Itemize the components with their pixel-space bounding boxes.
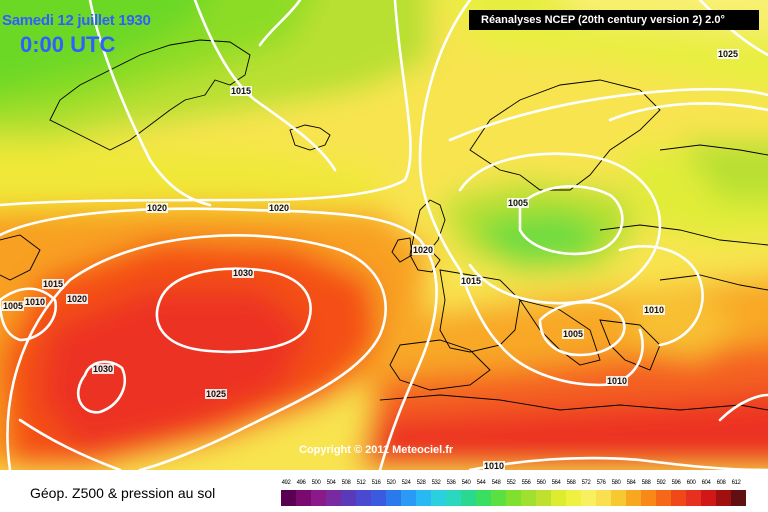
isobar-label: 1010 — [24, 297, 47, 307]
legend-value-608: 608 — [716, 480, 726, 486]
legend-swatch-568 — [566, 490, 581, 506]
isobar-label: 1015 — [230, 86, 253, 96]
legend-swatch-504 — [326, 490, 341, 506]
legend-swatch-532 — [431, 490, 446, 506]
isobar-label: 1005 — [507, 198, 530, 208]
legend-value-540: 540 — [461, 480, 471, 486]
legend-swatch-508 — [341, 490, 356, 506]
legend-value-536: 536 — [446, 480, 456, 486]
source-label: Réanalyses NCEP (20th century version 2)… — [469, 10, 759, 30]
legend-swatch-612 — [731, 490, 746, 506]
legend-swatch-528 — [416, 490, 431, 506]
isobar-label: 1005 — [2, 301, 25, 311]
legend-swatch-596 — [671, 490, 686, 506]
legend-swatch-564 — [551, 490, 566, 506]
isobar-label: 1005 — [562, 329, 585, 339]
legend-value-576: 576 — [596, 480, 606, 486]
legend-swatch-536 — [446, 490, 461, 506]
isobar-label: 1025 — [717, 49, 740, 59]
legend-swatch-520 — [386, 490, 401, 506]
legend-swatch-540 — [461, 490, 476, 506]
legend-value-508: 508 — [341, 480, 351, 486]
legend-value-520: 520 — [386, 480, 396, 486]
legend-value-552: 552 — [506, 480, 516, 486]
legend-swatch-552 — [506, 490, 521, 506]
legend-value-572: 572 — [581, 480, 591, 486]
legend-title: Géop. Z500 & pression au sol — [30, 485, 216, 501]
legend-swatch-548 — [491, 490, 506, 506]
legend-value-528: 528 — [416, 480, 426, 486]
copyright-label: Copyright © 2011 Meteociel.fr — [299, 444, 454, 456]
geopotential-map — [0, 0, 768, 470]
legend-value-532: 532 — [431, 480, 441, 486]
map-time-title: 0:00 UTC — [20, 32, 116, 57]
isobar-label: 1010 — [643, 305, 666, 315]
legend-value-612: 612 — [731, 480, 741, 486]
legend-value-588: 588 — [641, 480, 651, 486]
legend-value-492: 492 — [281, 480, 291, 486]
legend-value-580: 580 — [611, 480, 621, 486]
legend-value-504: 504 — [326, 480, 336, 486]
legend-value-560: 560 — [536, 480, 546, 486]
legend-swatch-584 — [626, 490, 641, 506]
coastlines — [0, 39, 768, 411]
legend-value-584: 584 — [626, 480, 636, 486]
isobar-label: 1020 — [66, 294, 89, 304]
legend-swatch-524 — [401, 490, 416, 506]
isobar-label: 1015 — [460, 276, 483, 286]
legend-value-596: 596 — [671, 480, 681, 486]
legend-value-568: 568 — [566, 480, 576, 486]
legend-value-496: 496 — [296, 480, 306, 486]
legend-swatch-496 — [296, 490, 311, 506]
legend-value-556: 556 — [521, 480, 531, 486]
isobar-label: 1010 — [606, 376, 629, 386]
color-scale-legend: 492 496 500 504 508 512 516 520 524 528 532 536 540 5… — [281, 480, 751, 508]
isobar-label: 1020 — [412, 245, 435, 255]
legend-value-512: 512 — [356, 480, 366, 486]
legend-swatch-512 — [356, 490, 371, 506]
legend-value-592: 592 — [656, 480, 666, 486]
isobars — [0, 0, 768, 470]
legend-value-544: 544 — [476, 480, 486, 486]
isobar-label: 1030 — [232, 268, 255, 278]
isobar-label: 1015 — [42, 279, 65, 289]
legend-swatch-592 — [656, 490, 671, 506]
legend-swatch-544 — [476, 490, 491, 506]
legend-swatch-500 — [311, 490, 326, 506]
legend-swatch-572 — [581, 490, 596, 506]
legend-value-548: 548 — [491, 480, 501, 486]
map-date-title: Samedi 12 juillet 1930 — [2, 12, 151, 29]
legend-value-600: 600 — [686, 480, 696, 486]
legend-swatch-580 — [611, 490, 626, 506]
legend-value-516: 516 — [371, 480, 381, 486]
legend-swatch-576 — [596, 490, 611, 506]
legend-value-604: 604 — [701, 480, 711, 486]
isobar-label: 1030 — [92, 364, 115, 374]
legend-swatch-560 — [536, 490, 551, 506]
legend-swatch-556 — [521, 490, 536, 506]
legend-value-500: 500 — [311, 480, 321, 486]
legend-value-524: 524 — [401, 480, 411, 486]
legend-swatch-588 — [641, 490, 656, 506]
legend-swatch-600 — [686, 490, 701, 506]
isobar-label: 1010 — [483, 461, 506, 471]
legend-swatch-604 — [701, 490, 716, 506]
isobar-label: 1025 — [205, 389, 228, 399]
legend-swatch-492 — [281, 490, 296, 506]
legend-swatch-516 — [371, 490, 386, 506]
isobar-label: 1020 — [268, 203, 291, 213]
legend-swatch-608 — [716, 490, 731, 506]
isobar-label: 1020 — [146, 203, 169, 213]
legend-value-564: 564 — [551, 480, 561, 486]
